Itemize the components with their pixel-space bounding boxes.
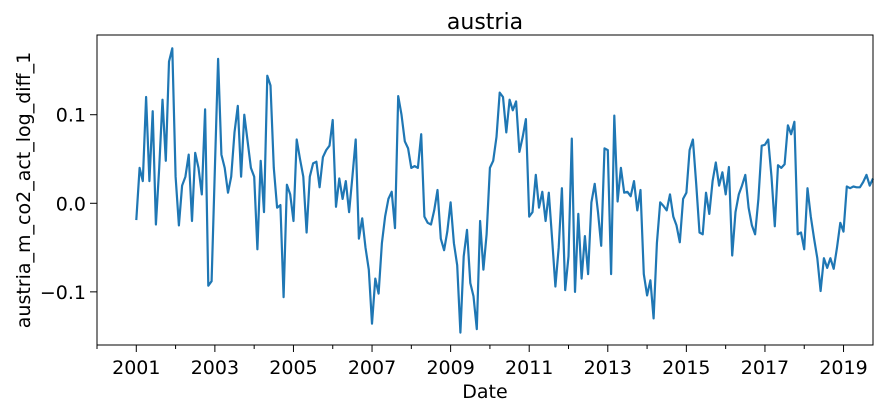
x-tick-label: 2019 <box>819 357 867 379</box>
x-tick-label: 2009 <box>426 357 474 379</box>
x-axis-ticks: 2001 2003 2005 2007 2009 2011 2013 2015 2017 2019 <box>96 345 868 379</box>
y-tick-label: 0.0 <box>56 193 86 215</box>
x-tick-label: 2007 <box>348 357 396 379</box>
y-axis-label: austria_m_co2_act_log_diff_1 <box>13 52 35 328</box>
x-tick-label: 2015 <box>662 357 710 379</box>
x-tick-label: 2011 <box>505 357 553 379</box>
series-line <box>135 47 874 334</box>
chart-title: austria <box>447 10 523 35</box>
axes-frame <box>96 34 874 346</box>
x-tick-label: 2003 <box>191 357 239 379</box>
y-tick-label: 0.1 <box>56 105 86 127</box>
plot-area <box>135 47 874 334</box>
x-axis-label: Date <box>462 381 507 403</box>
y-tick-label: −0.1 <box>40 282 86 304</box>
x-tick-label: 2001 <box>112 357 160 379</box>
x-tick-label: 2017 <box>741 357 789 379</box>
x-tick-label: 2005 <box>269 357 317 379</box>
y-axis-ticks: 0.1 0.0 −0.1 <box>40 105 97 304</box>
x-tick-label: 2013 <box>584 357 632 379</box>
